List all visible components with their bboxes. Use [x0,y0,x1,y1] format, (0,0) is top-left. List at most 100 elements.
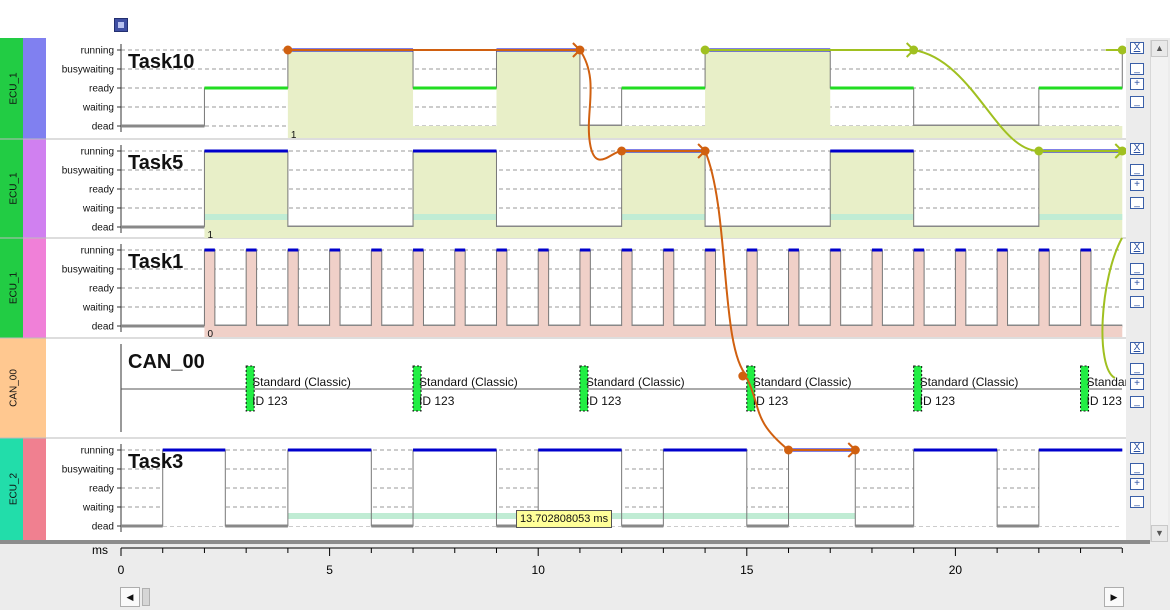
ecu-label: ECU_2 [9,472,20,505]
vertical-scrollbar[interactable]: ▲ ▼ [1150,40,1168,542]
lane-minimize-button[interactable]: _ [1130,164,1144,176]
can-frame: Standard (Classic) ID 123 [579,365,685,412]
chain-point [1117,45,1127,55]
lane-plus-button[interactable]: + [1130,378,1144,390]
lane-minimize-button[interactable]: _ [1130,296,1144,308]
can-frame-type: Standard (Classic) [586,375,685,389]
chain-point [700,45,710,55]
can-frame-id: ID 123 [419,394,455,408]
lane-minimize-button[interactable]: _ [1130,496,1144,508]
lane-bar-task3 [23,438,46,540]
time-axis[interactable]: ms 0 5 10 15 20 [0,540,1150,586]
chain-point [1034,146,1044,156]
lane-minimize-button[interactable]: _ [1130,96,1144,108]
waveform-task10 [121,48,1123,128]
chain-arrow [704,150,748,377]
trace-chart: ECU_1 ECU_1 ECU_1 CAN_00 ECU_2 running busywai… [0,38,1170,540]
scroll-up-button[interactable]: ▲ [1151,40,1168,57]
can-frame-id: ID 123 [586,394,622,408]
running-fill [287,250,299,326]
lane-minimize-button[interactable]: _ [1130,263,1144,275]
running-fill [496,250,507,326]
state-trace [121,150,1123,228]
lane-close-button[interactable]: X [1130,342,1144,354]
state-label-ready: ready [89,185,114,196]
scroll-down-button[interactable]: ▼ [1151,525,1168,542]
lane-minimize-button[interactable]: _ [1130,63,1144,75]
chain-point [738,371,748,381]
lane-bar-task5 [23,139,46,238]
scroll-thumb[interactable] [142,588,150,606]
scroll-right-button[interactable]: ▶ [1104,587,1124,607]
running-fill [705,50,831,126]
axis-tick-label: 0 [118,563,125,577]
running-fill [1038,450,1123,526]
waiting-strip [204,214,288,220]
axis-tick-label: 15 [740,563,754,577]
state-label-dead: dead [92,223,114,234]
lane-plus-button[interactable]: + [1130,478,1144,490]
chain-arrow [745,377,790,451]
can-frame-marker [1080,365,1090,412]
running-fill [246,250,257,326]
state-label-running: running [81,446,114,457]
ecu-bar-task10 [0,38,23,139]
marker-label: 0 [207,329,213,340]
lane-bar-can00 [23,338,46,438]
running-fill [997,250,1008,326]
running-fill [204,250,215,326]
trace-canvas[interactable]: ECU_1 ECU_1 ECU_1 CAN_00 ECU_2 running busywai… [0,38,1170,540]
state-label-ready: ready [89,484,114,495]
lane-minimize-button[interactable]: _ [1130,197,1144,209]
task-title-task5: Task5 [128,152,183,174]
running-fill [538,250,549,326]
lane-close-button[interactable]: X [1130,143,1144,155]
chain-point [784,445,794,455]
lane-close-button[interactable]: X [1130,442,1144,454]
running-fill [746,250,758,326]
task-title-task10: Task10 [128,51,194,73]
state-label-dead: dead [92,322,114,333]
marker-label: 1 [291,130,297,141]
state-label-dead: dead [92,122,114,133]
running-fill [413,250,424,326]
background-fill [204,326,1123,337]
can-frame-marker [579,365,589,412]
can-frame-type: Standard (Classic) [1087,375,1126,389]
running-fill [454,250,466,326]
running-fill [913,250,925,326]
lane-minimize-button[interactable]: _ [1130,396,1144,408]
state-label-waiting: waiting [82,204,114,215]
running-fill [1038,250,1050,326]
can-frame: Standard (Classic) ID 123 [1080,365,1170,412]
waveform-task5 [121,149,1123,229]
lane-close-button[interactable]: X [1130,242,1144,254]
lane-plus-button[interactable]: + [1130,179,1144,191]
marker-label: 1 [207,230,213,241]
save-icon[interactable] [114,18,128,32]
lane-minimize-button[interactable]: _ [1130,363,1144,375]
bus-title: CAN_00 [128,351,205,373]
state-label-busywaiting: busywaiting [62,265,114,276]
ecu-label: ECU_1 [9,271,20,304]
horizontal-scrollbar[interactable]: ◀ ▶ [120,586,1124,608]
lane-minimize-button[interactable]: _ [1130,463,1144,475]
ecu-bar-task1 [0,238,23,338]
axis-tick-label: 5 [326,563,333,577]
running-fill [830,250,841,326]
can-frame-id: ID 123 [753,394,789,408]
running-fill [1080,250,1091,326]
waiting-strip [830,214,914,220]
scroll-left-button[interactable]: ◀ [120,587,140,607]
running-fill [287,50,414,126]
ecu-label: CAN_00 [9,369,20,407]
axis-tick-label: 10 [532,563,546,577]
lane-plus-button[interactable]: + [1130,278,1144,290]
running-fill [913,450,998,526]
lane-close-button[interactable]: X [1130,42,1144,54]
lane-plus-button[interactable]: + [1130,78,1144,90]
time-measurement-tooltip: 13.702808053 ms [516,510,613,528]
running-fill [663,250,674,326]
chain-point [850,445,860,455]
state-label-waiting: waiting [82,303,114,314]
